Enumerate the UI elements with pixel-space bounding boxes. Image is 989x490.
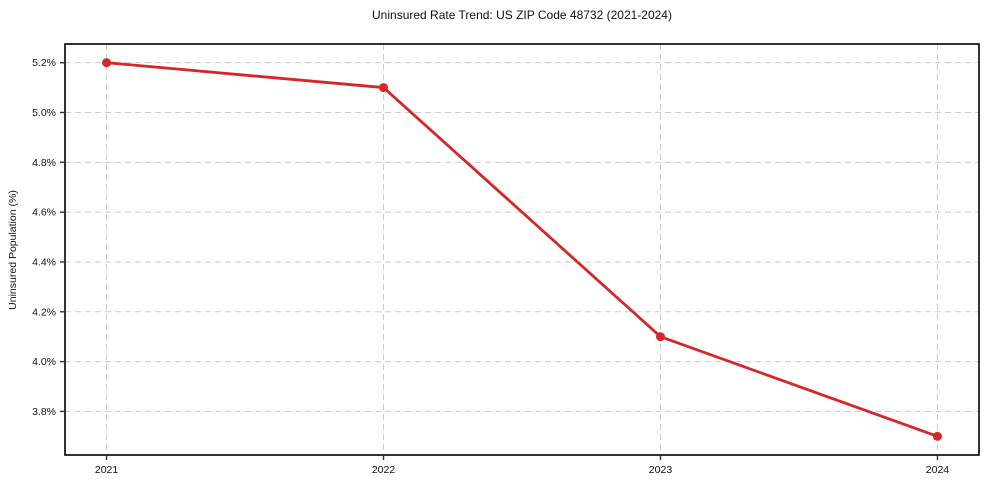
x-tick-label: 2021 xyxy=(95,464,119,476)
data-point-marker xyxy=(655,332,665,342)
y-tick-label: 4.0% xyxy=(32,356,56,368)
y-tick-label: 5.0% xyxy=(32,107,56,119)
y-tick-label: 4.8% xyxy=(32,157,56,169)
x-tick-label: 2023 xyxy=(649,464,673,476)
y-tick-label: 4.6% xyxy=(32,207,56,219)
data-point-marker xyxy=(932,431,942,441)
data-point-marker xyxy=(379,83,389,93)
y-tick-label: 4.4% xyxy=(32,256,56,268)
trend-line xyxy=(105,61,939,438)
plot-border xyxy=(64,43,980,456)
y-tick-label: 5.2% xyxy=(32,57,56,69)
x-tick-label: 2024 xyxy=(926,464,950,476)
chart-title: Uninsured Rate Trend: US ZIP Code 48732 … xyxy=(372,8,672,22)
x-tick-label: 2022 xyxy=(372,464,396,476)
y-tick-label: 4.2% xyxy=(32,306,56,318)
data-point-marker xyxy=(102,58,112,68)
y-tick-label: 3.8% xyxy=(32,406,56,418)
